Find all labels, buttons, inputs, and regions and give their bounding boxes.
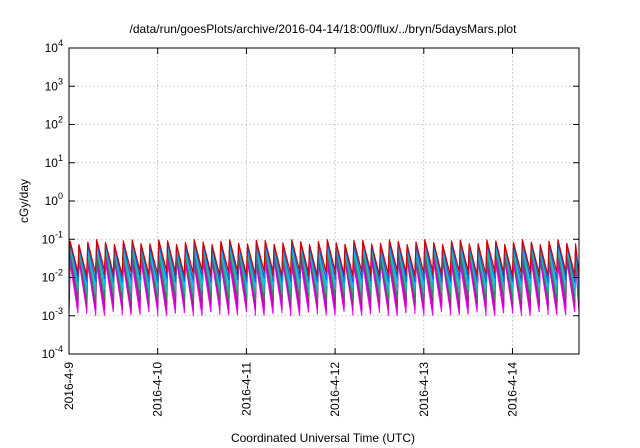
series-line — [68, 239, 580, 277]
x-axis: 2016-4-9 2016-4-10 2016-4-11 2016-4-12 2016-… — [62, 48, 519, 417]
y-tick-label: 103 — [45, 76, 63, 93]
x-tick-label: 2016-4-10 — [151, 362, 165, 417]
x-tick-label: 2016-4-13 — [417, 362, 431, 417]
y-tick-label: 10-1 — [42, 229, 63, 246]
x-tick-label: 2016-4-11 — [239, 362, 253, 416]
y-tick-label: 101 — [45, 153, 63, 170]
y-tick-label: 100 — [45, 191, 63, 208]
y-axis-label: cGy/day — [17, 179, 31, 223]
y-tick-label: 10-3 — [42, 306, 63, 323]
y-tick-label: 10-2 — [42, 268, 63, 285]
y-axis: 10-4 10-3 10-2 10-1 100 101 102 103 104 — [42, 38, 579, 361]
x-tick-label: 2016-4-14 — [505, 362, 519, 417]
chart-title: /data/run/goesPlots/archive/2016-04-14/1… — [130, 22, 518, 36]
x-axis-label: Coordinated Universal Time (UTC) — [231, 431, 415, 445]
y-tick-label: 10-4 — [42, 344, 63, 361]
series-line — [68, 243, 580, 288]
x-tick-label: 2016-4-12 — [328, 362, 342, 417]
x-tick-label: 2016-4-9 — [62, 362, 76, 410]
y-tick-label: 102 — [45, 115, 63, 132]
series-group — [68, 239, 580, 316]
y-tick-label: 104 — [45, 38, 63, 55]
